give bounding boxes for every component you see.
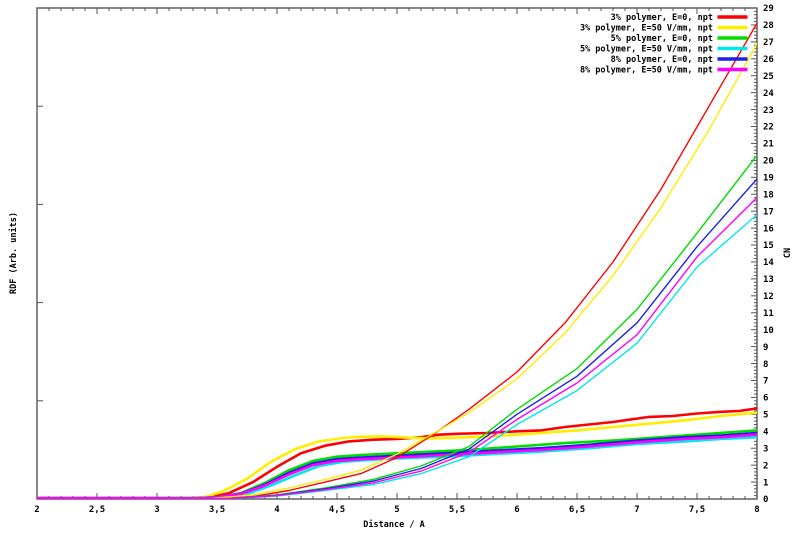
curves xyxy=(37,22,757,499)
x-tick-label: 7 xyxy=(634,505,639,515)
y2-tick-label: 16 xyxy=(763,224,774,234)
y2-tick-label: 9 xyxy=(763,343,768,353)
x-tick-label: 5 xyxy=(394,505,399,515)
y2-tick-label: 29 xyxy=(763,4,774,14)
y2-tick-label: 15 xyxy=(763,241,774,251)
x-tick-label: 4 xyxy=(274,505,280,515)
curve-cn-8pct-e50 xyxy=(37,196,757,499)
y2-tick-label: 7 xyxy=(763,377,768,387)
legend-entry: 8% polymer, E=50 V/mm, npt xyxy=(580,66,748,76)
y2-tick-label: 4 xyxy=(763,427,769,437)
x-tick-label: 6,5 xyxy=(569,505,585,515)
x-tick-label: 5,5 xyxy=(449,505,465,515)
legend-entry-label: 3% polymer, E=50 V/mm, npt xyxy=(580,24,713,34)
legend-entry: 8% polymer, E=0, npt xyxy=(611,55,748,65)
y2-tick-label: 19 xyxy=(763,174,774,184)
x-tick-label: 6 xyxy=(514,505,519,515)
y2-tick-label: 25 xyxy=(763,72,774,82)
curve-rdf-5pct-e50 xyxy=(37,435,757,499)
y2-tick-label: 12 xyxy=(763,292,774,302)
plot-border xyxy=(36,7,758,500)
x-tick-label: 3 xyxy=(154,505,159,515)
x-tick-label: 3,5 xyxy=(209,505,225,515)
y2-tick-label: 5 xyxy=(763,411,768,421)
y2-axis-label: CN xyxy=(783,248,793,258)
legend-entry: 3% polymer, E=0, npt xyxy=(611,13,748,23)
legend-entry-label: 8% polymer, E=0, npt xyxy=(611,55,713,65)
y2-tick-label: 21 xyxy=(763,140,774,150)
tick-labels: 2 2,5 3 3,5 4 4,5 5 5,5 6 6,5 7 7,5 8012345678910111… xyxy=(34,4,774,515)
legend-entry-label: 3% polymer, E=0, npt xyxy=(611,13,713,23)
y2-tick-label: 6 xyxy=(763,394,768,404)
y2-tick-label: 11 xyxy=(763,309,774,319)
curve-cn-3pct-e50 xyxy=(37,42,757,499)
y2-tick-label: 23 xyxy=(763,106,774,116)
y2-tick-label: 14 xyxy=(763,258,774,268)
legend-entry: 5% polymer, E=50 V/mm, npt xyxy=(580,45,748,55)
y2-tick-label: 24 xyxy=(763,89,774,99)
curve-rdf-3pct-e0 xyxy=(37,407,757,499)
y2-tick-label: 22 xyxy=(763,123,774,133)
x-tick-label: 2 xyxy=(34,505,39,515)
curve-cn-8pct-e0 xyxy=(37,178,757,499)
legend-entry: 5% polymer, E=0, npt xyxy=(611,34,748,44)
y2-tick-label: 0 xyxy=(763,495,768,505)
y2-tick-label: 3 xyxy=(763,444,768,454)
y2-tick-label: 10 xyxy=(763,326,774,336)
x-tick-label: 7,5 xyxy=(689,505,705,515)
y2-tick-label: 2 xyxy=(763,461,768,471)
legend-entry-label: 8% polymer, E=50 V/mm, npt xyxy=(580,66,713,76)
y2-tick-label: 28 xyxy=(763,21,774,31)
x-axis-label: Distance / A xyxy=(363,519,424,530)
legend-entry-label: 5% polymer, E=50 V/mm, npt xyxy=(580,45,713,55)
x-tick-label: 8 xyxy=(754,505,759,515)
y-axis-label: RDF (Arb. units) xyxy=(8,212,19,294)
y2-tick-label: 20 xyxy=(763,157,774,167)
axes xyxy=(36,7,758,500)
legend-entry-label: 5% polymer, E=0, npt xyxy=(611,34,713,44)
y2-tick-label: 17 xyxy=(763,207,774,217)
x-tick-label: 4,5 xyxy=(329,505,345,515)
curve-cn-3pct-e0 xyxy=(37,22,757,499)
y2-tick-label: 27 xyxy=(763,38,774,48)
y2-tick-label: 26 xyxy=(763,55,774,65)
y2-tick-label: 1 xyxy=(763,478,768,488)
legend-entry: 3% polymer, E=50 V/mm, npt xyxy=(580,24,748,34)
y2-tick-label: 18 xyxy=(763,190,774,200)
y2-tick-label: 8 xyxy=(763,360,768,370)
x-tick-label: 2,5 xyxy=(89,505,105,515)
y2-tick-label: 13 xyxy=(763,275,774,285)
